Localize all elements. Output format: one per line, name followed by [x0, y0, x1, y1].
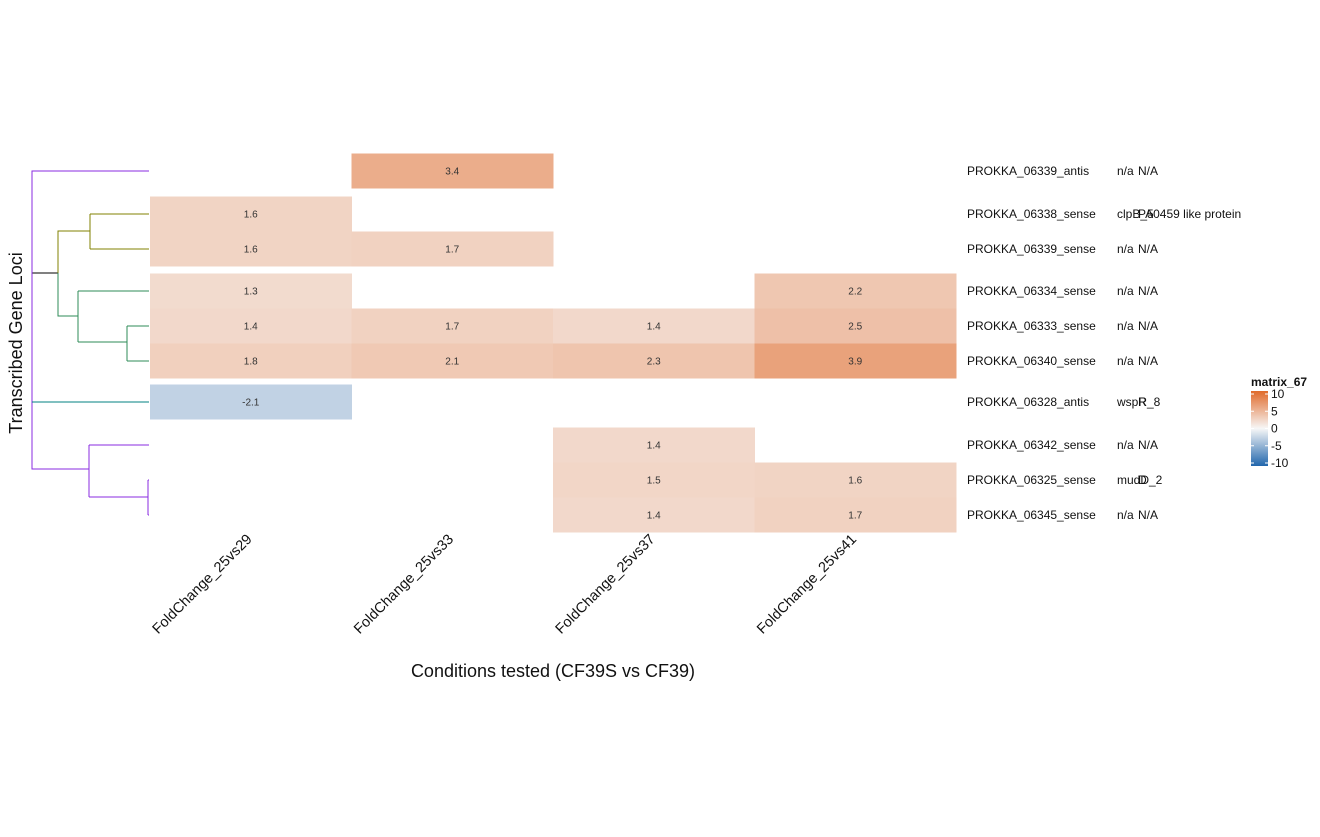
cell-value-label: 1.4 [244, 322, 258, 333]
product-annotation: N/A [1138, 508, 1158, 522]
gene-annotation: clpB_5 [1117, 207, 1154, 221]
heatmap-cell [553, 343, 755, 379]
cell-value-label: 1.4 [647, 441, 661, 452]
legend-tick-label: 10 [1271, 387, 1285, 401]
cell-value-label: 1.7 [848, 511, 862, 522]
product-annotation: N/A [1138, 438, 1158, 452]
row-dendrogram [31, 170, 149, 516]
cell-value-label: -2.1 [242, 398, 260, 409]
gene-annotation: wspR_8 [1116, 395, 1161, 409]
cell-value-label: 3.9 [848, 357, 862, 368]
legend-tick-label: 0 [1271, 422, 1278, 436]
x-axis-title: Conditions tested (CF39S vs CF39) [411, 661, 695, 681]
cell-value-label: 1.3 [244, 287, 258, 298]
cell-value-label: 1.4 [647, 322, 661, 333]
product-annotation: D [1138, 473, 1147, 487]
heatmap-cells: 3.4 1.6 1.6 1.7 1.3 2.2 1.4 1.7 1.4 2.5 1.8 2.1 2.3 3… [150, 153, 957, 533]
cell-value-label: 1.8 [244, 357, 258, 368]
legend-title: matrix_67 [1251, 375, 1307, 389]
cell-value-label: 1.7 [445, 322, 459, 333]
cell-value-label: 2.1 [445, 357, 459, 368]
heatmap-cell [553, 497, 755, 533]
legend-color-bar [1251, 391, 1268, 466]
heatmap-cell [351, 343, 554, 379]
row-label: PROKKA_06325_sense [967, 473, 1096, 487]
heatmap-cell [150, 196, 352, 232]
cell-value-label: 2.5 [848, 322, 862, 333]
heatmap-cell [150, 273, 352, 309]
color-legend: matrix_67 10 5 0 -5 -10 [1251, 375, 1307, 470]
y-axis-title: Transcribed Gene Loci [6, 252, 26, 433]
cell-value-label: 2.3 [647, 357, 661, 368]
row-labels: PROKKA_06339_antis n/a N/A PROKKA_06338_sen… [967, 164, 1241, 522]
gene-annotation: n/a [1117, 438, 1134, 452]
gene-annotation: n/a [1117, 508, 1134, 522]
product-annotation: PA0459 like protein [1138, 207, 1241, 221]
column-label: FoldChange_25vs33 [351, 532, 457, 638]
cell-value-label: 1.6 [244, 245, 258, 256]
row-label: PROKKA_06339_sense [967, 242, 1096, 256]
row-label: PROKKA_06342_sense [967, 438, 1096, 452]
legend-tick-label: -10 [1271, 456, 1289, 470]
row-label: PROKKA_06338_sense [967, 207, 1096, 221]
heatmap-cell [553, 427, 755, 463]
product-annotation: N/A [1138, 284, 1158, 298]
heatmap-cell [150, 384, 352, 420]
row-label: PROKKA_06339_antis [967, 164, 1089, 178]
cell-value-label: 1.6 [848, 476, 862, 487]
heatmap-cell [754, 462, 957, 498]
column-labels: FoldChange_25vs29 FoldChange_25vs33 FoldCh… [150, 532, 860, 638]
cell-value-label: 3.4 [445, 167, 459, 178]
gene-annotation: n/a [1117, 242, 1134, 256]
legend-tick-label: -5 [1271, 439, 1282, 453]
row-label: PROKKA_06333_sense [967, 319, 1096, 333]
column-label: FoldChange_25vs37 [553, 532, 659, 638]
product-annotation: N/A [1138, 354, 1158, 368]
product-annotation: N/A [1138, 242, 1158, 256]
gene-annotation: n/a [1117, 354, 1134, 368]
dendrogram-branch [88, 444, 149, 497]
product-annotation: N/A [1138, 164, 1158, 178]
dendrogram-branch [31, 273, 89, 470]
dendrogram-branch [31, 170, 149, 273]
heatmap-cell [754, 343, 957, 379]
dendrogram-branch [89, 479, 149, 516]
cell-value-label: 1.5 [647, 476, 661, 487]
heatmap-cell [754, 273, 957, 309]
row-label: PROKKA_06334_sense [967, 284, 1096, 298]
gene-annotation: n/a [1117, 284, 1134, 298]
heatmap-cell [150, 231, 352, 267]
heatmap-cell [351, 308, 554, 344]
column-label: FoldChange_25vs41 [754, 532, 860, 638]
cell-value-label: 2.2 [848, 287, 862, 298]
dendrogram-branch [57, 213, 149, 273]
column-label: FoldChange_25vs29 [150, 532, 256, 638]
heatmap-cell [150, 343, 352, 379]
legend-ticks: 10 5 0 -5 -10 [1251, 387, 1289, 470]
cell-value-label: 1.6 [244, 210, 258, 221]
product-annotation: R [1138, 395, 1147, 409]
heatmap-cell [754, 497, 957, 533]
heatmap-cell [351, 231, 554, 267]
gene-annotation: n/a [1117, 319, 1134, 333]
product-annotation: N/A [1138, 319, 1158, 333]
row-label: PROKKA_06340_sense [967, 354, 1096, 368]
row-label: PROKKA_06328_antis [967, 395, 1089, 409]
cell-value-label: 1.7 [445, 245, 459, 256]
gene-annotation: mudD_2 [1117, 473, 1163, 487]
heatmap-cell [553, 462, 755, 498]
heatmap-cell [351, 153, 554, 189]
cell-value-label: 1.4 [647, 511, 661, 522]
row-label: PROKKA_06345_sense [967, 508, 1096, 522]
legend-tick-label: 5 [1271, 404, 1278, 418]
heatmap-cell [150, 308, 352, 344]
heatmap-cell [754, 308, 957, 344]
gene-annotation: n/a [1117, 164, 1134, 178]
dendrogram-branch [57, 273, 149, 362]
heatmap-cell [553, 308, 755, 344]
